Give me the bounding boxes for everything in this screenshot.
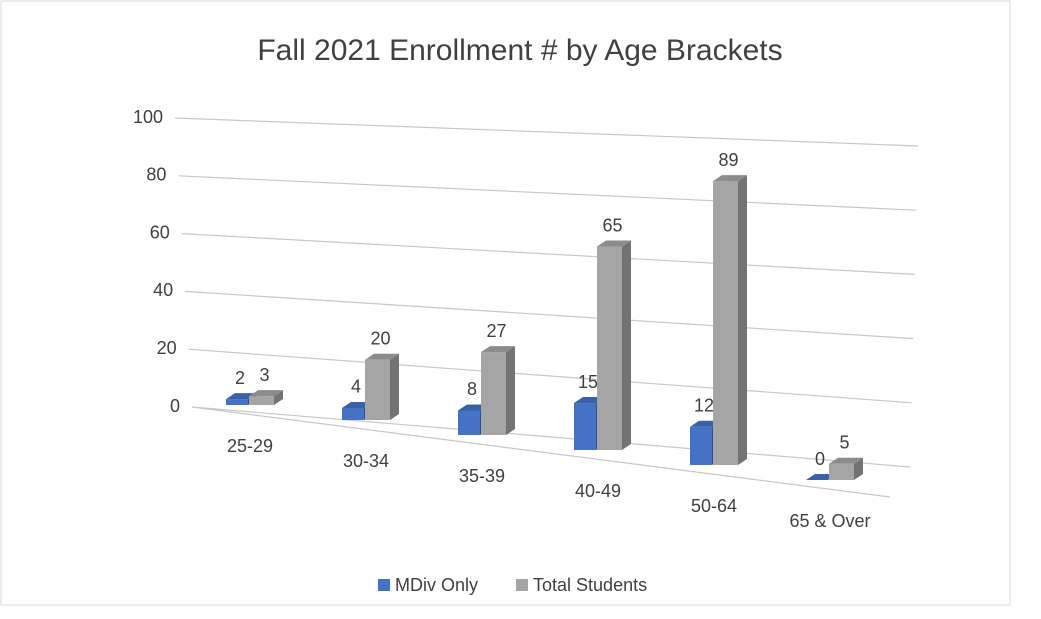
- chart-title: Fall 2021 Enrollment # by Age Brackets: [257, 34, 782, 67]
- legend-swatch: [378, 579, 390, 591]
- bar-front: [829, 463, 854, 480]
- grid-line: [178, 175, 917, 211]
- x-tick-label: 50-64: [691, 496, 737, 516]
- bar-side: [738, 175, 747, 465]
- bar-front: [574, 403, 596, 450]
- data-label: 27: [486, 321, 506, 341]
- y-tick-label: 60: [150, 222, 170, 242]
- grid-line: [174, 117, 919, 147]
- bar-top: [713, 175, 747, 182]
- x-tick-label: 35-39: [459, 466, 505, 486]
- data-label: 2: [235, 368, 245, 388]
- data-label: 15: [578, 372, 598, 392]
- x-tick-label: 25-29: [227, 436, 273, 456]
- bar-top: [597, 240, 631, 247]
- data-label: 5: [839, 433, 849, 453]
- grid-line: [185, 290, 914, 340]
- floor-edge: [191, 406, 891, 498]
- y-tick-label: 40: [153, 280, 173, 300]
- legend-label: MDiv Only: [395, 575, 478, 595]
- bar-side: [390, 353, 399, 420]
- y-tick-label: 100: [133, 107, 163, 127]
- bar-front: [690, 426, 712, 465]
- bar-top: [365, 353, 399, 360]
- data-label: 4: [351, 377, 361, 397]
- grid-line: [181, 233, 915, 275]
- chart-frame: [0, 0, 1011, 606]
- bar-side: [622, 240, 631, 450]
- bar-top: [829, 457, 863, 464]
- bar-side: [274, 390, 283, 405]
- data-label: 8: [467, 379, 477, 399]
- bar-front: [249, 396, 274, 405]
- bar-front: [458, 410, 480, 435]
- y-tick-label: 80: [146, 165, 166, 185]
- y-tick-label: 0: [170, 396, 180, 416]
- x-tick-label: 30-34: [343, 451, 389, 471]
- bar-top: [249, 390, 283, 397]
- x-tick-label: 40-49: [575, 481, 621, 501]
- data-label: 12: [694, 395, 714, 415]
- bar-top: [481, 346, 515, 353]
- bar-front: [226, 399, 248, 405]
- data-label: 20: [370, 329, 390, 349]
- data-label: 89: [718, 150, 738, 170]
- bar-front: [713, 181, 738, 465]
- legend-swatch: [516, 579, 529, 591]
- bar-side: [854, 457, 863, 480]
- bar-front: [365, 359, 390, 420]
- bar-front: [597, 246, 622, 450]
- grid-line: [188, 348, 912, 404]
- data-label: 0: [815, 449, 825, 469]
- y-tick-label: 20: [157, 338, 177, 358]
- bar-front: [342, 407, 364, 420]
- data-label: 65: [602, 215, 622, 235]
- x-tick-label: 65 & Over: [789, 511, 870, 531]
- data-label: 3: [259, 365, 269, 385]
- bar-front: [481, 352, 506, 435]
- bar-side: [506, 346, 515, 435]
- legend-label: Total Students: [533, 575, 647, 595]
- grid-line: [191, 406, 911, 468]
